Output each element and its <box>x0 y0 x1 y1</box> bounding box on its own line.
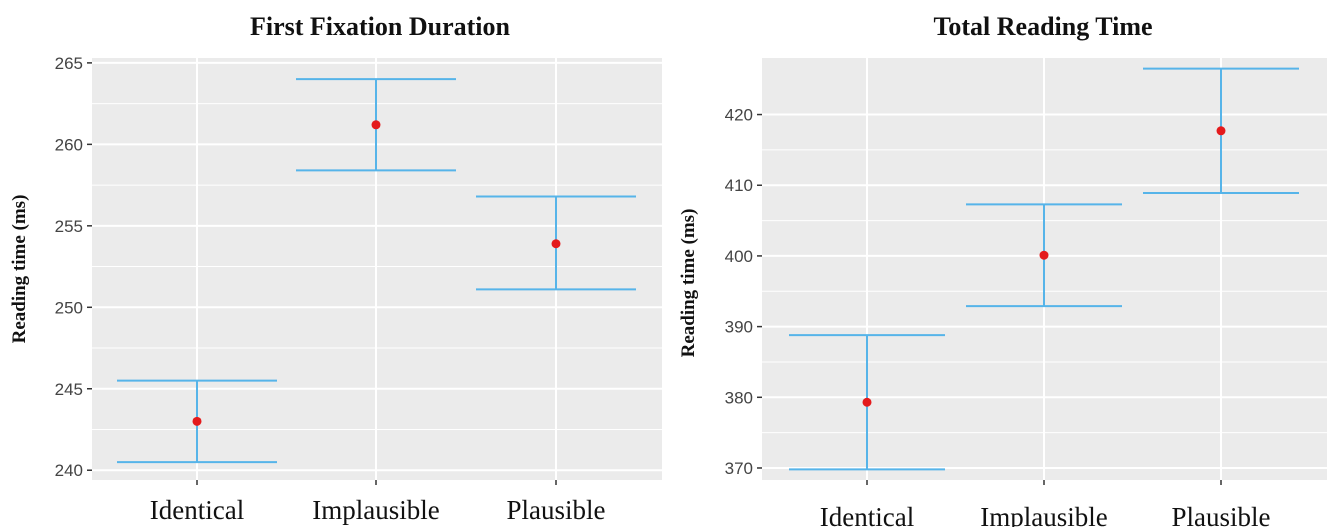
data-point <box>371 120 381 130</box>
y-tick-label: 255 <box>55 217 83 236</box>
x-tick-label: Identical <box>820 502 914 527</box>
chart-first-fixation: First Fixation Duration 2402452502552602… <box>9 12 662 525</box>
x-tick-label: Implausible <box>980 502 1107 527</box>
chart-total-reading: Total Reading Time 370 380 390 400 410 420 Ide… <box>678 12 1327 527</box>
chart-title: Total Reading Time <box>933 12 1152 41</box>
axis-ticks: 240 245 250 255 260 265 Identical Implausible Pl… <box>55 54 606 525</box>
data-point <box>192 416 202 426</box>
y-tick-label: 260 <box>55 135 83 154</box>
x-tick-label: Plausible <box>1172 502 1271 527</box>
data-point <box>1039 250 1049 260</box>
y-tick-label: 250 <box>55 298 83 317</box>
y-axis-label: Reading time (ms) <box>678 209 699 358</box>
y-tick-label: 420 <box>725 106 753 125</box>
y-tick-label: 380 <box>725 388 753 407</box>
x-tick-label: Plausible <box>507 495 606 525</box>
y-tick-label: 410 <box>725 176 753 195</box>
marks <box>117 78 636 464</box>
y-tick-label: 245 <box>55 380 83 399</box>
data-point <box>862 397 872 407</box>
x-tick-label: Implausible <box>312 495 439 525</box>
data-point <box>551 239 561 249</box>
data-point <box>1216 126 1226 136</box>
x-tick-label: Identical <box>150 495 244 525</box>
y-axis-label: Reading time (ms) <box>9 195 30 344</box>
chart-title: First Fixation Duration <box>250 12 511 41</box>
axis-ticks: 370 380 390 400 410 420 Identical Implausible Pl… <box>725 106 1271 527</box>
y-tick-label: 390 <box>725 318 753 337</box>
y-tick-label: 265 <box>55 54 83 73</box>
y-tick-label: 370 <box>725 459 753 478</box>
y-tick-label: 240 <box>55 461 83 480</box>
y-tick-label: 400 <box>725 247 753 266</box>
marks <box>789 67 1299 471</box>
